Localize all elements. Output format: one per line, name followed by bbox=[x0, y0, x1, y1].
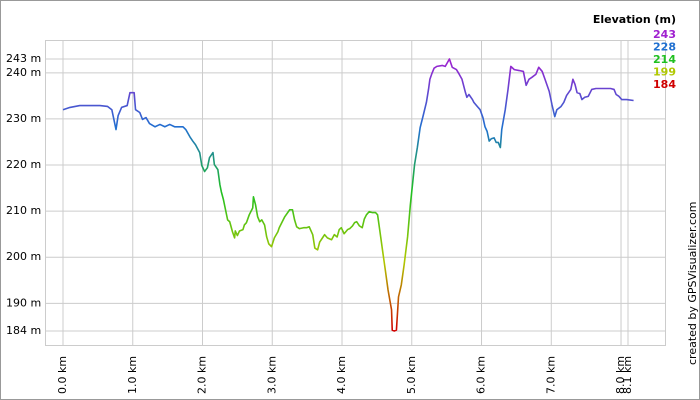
x-tick-label: 3.0 km bbox=[265, 356, 278, 394]
y-tick-label: 190 m bbox=[6, 296, 41, 309]
x-tick-label: 5.0 km bbox=[405, 356, 418, 394]
y-tick-label: 240 m bbox=[6, 66, 41, 79]
x-tick-label: 8.0 km bbox=[614, 356, 627, 394]
x-tick-label: 6.0 km bbox=[475, 356, 488, 394]
elevation-line bbox=[62, 58, 634, 332]
x-tick-label: 2.0 km bbox=[196, 356, 209, 394]
y-tick-label: 220 m bbox=[6, 158, 41, 171]
legend-entry: 214 bbox=[653, 53, 676, 66]
plot-area bbox=[45, 40, 666, 346]
y-tick-label: 230 m bbox=[6, 112, 41, 125]
credit: created by GPSVisualizer.com bbox=[686, 202, 699, 365]
y-tick-label: 200 m bbox=[6, 250, 41, 263]
y-tick-label: 243 m bbox=[6, 52, 41, 65]
legend-entry: 228 bbox=[653, 41, 676, 54]
legend-entry: 243 bbox=[653, 28, 676, 41]
legend-entry: 199 bbox=[653, 66, 676, 79]
x-tick-label: 1.0 km bbox=[126, 356, 139, 394]
y-tick-label: 210 m bbox=[6, 204, 41, 217]
x-tick-label: 8.1 km bbox=[621, 356, 634, 394]
x-tick-label: 0.0 km bbox=[56, 356, 69, 394]
legend-title: Elevation (m) bbox=[593, 13, 676, 26]
x-tick-label: 7.0 km bbox=[544, 356, 557, 394]
legend-entry: 184 bbox=[653, 78, 676, 91]
x-tick-label: 4.0 km bbox=[335, 356, 348, 394]
y-tick-label: 184 m bbox=[6, 324, 41, 337]
